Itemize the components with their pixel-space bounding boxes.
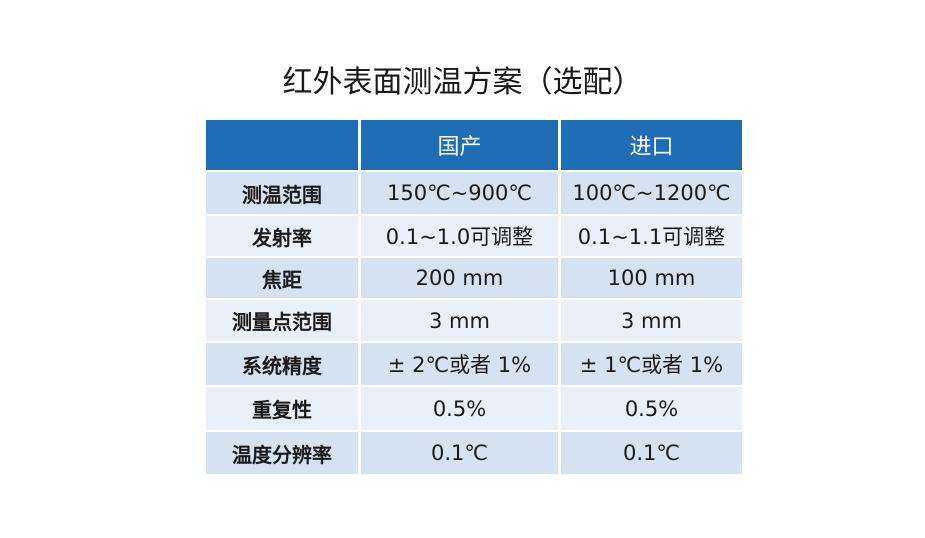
column-header: 进口: [561, 120, 742, 170]
cell-value: 0.1℃: [361, 432, 558, 474]
row-label: 测温范围: [206, 172, 358, 214]
row-label: 发射率: [206, 216, 358, 256]
row-label: 测量点范围: [206, 300, 358, 341]
cell-value: 0.1~1.1可调整: [561, 216, 742, 256]
row-label: 温度分辨率: [206, 432, 358, 474]
cell-value: ± 1℃或者 1%: [561, 343, 742, 385]
cell-value: 100 mm: [561, 258, 742, 298]
cell-value: 100℃~1200℃: [561, 172, 742, 214]
row-label: 重复性: [206, 387, 358, 430]
cell-value: 3 mm: [561, 300, 742, 341]
header-corner: [206, 120, 358, 170]
cell-value: 0.1℃: [561, 432, 742, 474]
cell-value: ± 2℃或者 1%: [361, 343, 558, 385]
cell-value: 3 mm: [361, 300, 558, 341]
cell-value: 0.5%: [361, 387, 558, 430]
row-label: 系统精度: [206, 343, 358, 385]
cell-value: 200 mm: [361, 258, 558, 298]
column-header: 国产: [361, 120, 558, 170]
cell-value: 0.1~1.0可调整: [361, 216, 558, 256]
cell-value: 150℃~900℃: [361, 172, 558, 214]
cell-value: 0.5%: [561, 387, 742, 430]
row-label: 焦距: [206, 258, 358, 298]
title: 红外表面测温方案（选配）: [282, 65, 643, 100]
